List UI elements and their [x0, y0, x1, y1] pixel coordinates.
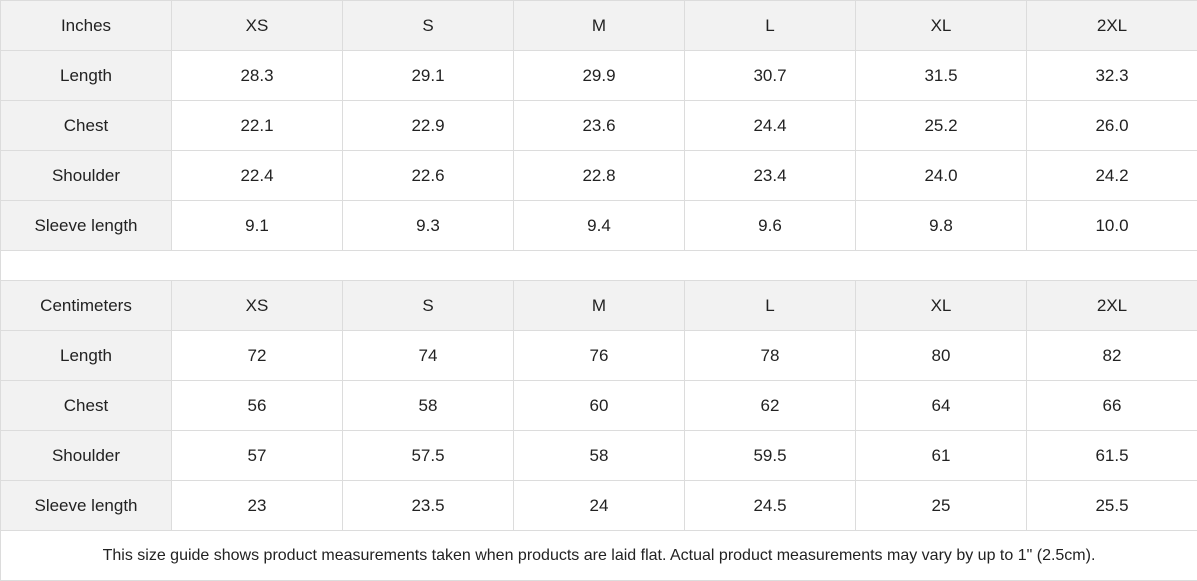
measurement-label: Length	[1, 51, 172, 101]
measurement-value: 23.4	[685, 151, 856, 201]
note-row: This size guide shows product measuremen…	[1, 531, 1197, 581]
measurement-label: Chest	[1, 101, 172, 151]
measurement-label: Sleeve length	[1, 481, 172, 531]
measurement-value: 29.1	[343, 51, 514, 101]
size-header: 2XL	[1027, 1, 1197, 51]
measurement-value: 80	[856, 331, 1027, 381]
measurement-value: 24.0	[856, 151, 1027, 201]
measurement-value: 22.9	[343, 101, 514, 151]
measurement-value: 25	[856, 481, 1027, 531]
measurement-value: 9.1	[172, 201, 343, 251]
size-header: XL	[856, 1, 1027, 51]
measurement-value: 9.8	[856, 201, 1027, 251]
measurement-value: 24.4	[685, 101, 856, 151]
measurement-value: 72	[172, 331, 343, 381]
measurement-value: 58	[514, 431, 685, 481]
unit-header: Centimeters	[1, 281, 172, 331]
measurement-value: 82	[1027, 331, 1197, 381]
measurement-value: 10.0	[1027, 201, 1197, 251]
measurement-value: 62	[685, 381, 856, 431]
size-header: L	[685, 281, 856, 331]
measurement-label: Length	[1, 331, 172, 381]
measurement-value: 61	[856, 431, 1027, 481]
measurement-value: 57	[172, 431, 343, 481]
measurement-value: 60	[514, 381, 685, 431]
measurement-value: 9.4	[514, 201, 685, 251]
measurement-value: 78	[685, 331, 856, 381]
size-header: L	[685, 1, 856, 51]
size-header: 2XL	[1027, 281, 1197, 331]
measurement-value: 9.3	[343, 201, 514, 251]
measurement-value: 22.8	[514, 151, 685, 201]
size-header: S	[343, 1, 514, 51]
measurement-value: 24	[514, 481, 685, 531]
measurement-value: 24.5	[685, 481, 856, 531]
measurement-value: 74	[343, 331, 514, 381]
unit-header: Inches	[1, 1, 172, 51]
size-header: XS	[172, 1, 343, 51]
measurement-value: 76	[514, 331, 685, 381]
measurement-value: 31.5	[856, 51, 1027, 101]
measurement-label: Sleeve length	[1, 201, 172, 251]
measurement-value: 24.2	[1027, 151, 1197, 201]
size-header: S	[343, 281, 514, 331]
measurement-value: 23.6	[514, 101, 685, 151]
measurement-value: 25.5	[1027, 481, 1197, 531]
measurement-value: 22.1	[172, 101, 343, 151]
measurement-value: 59.5	[685, 431, 856, 481]
measurement-value: 29.9	[514, 51, 685, 101]
measurement-value: 57.5	[343, 431, 514, 481]
size-guide-note: This size guide shows product measuremen…	[1, 531, 1197, 581]
spacer	[1, 251, 1197, 281]
measurement-label: Shoulder	[1, 151, 172, 201]
measurement-value: 26.0	[1027, 101, 1197, 151]
measurement-value: 23	[172, 481, 343, 531]
measurement-value: 61.5	[1027, 431, 1197, 481]
measurement-value: 23.5	[343, 481, 514, 531]
size-header: M	[514, 1, 685, 51]
measurement-value: 9.6	[685, 201, 856, 251]
measurement-value: 30.7	[685, 51, 856, 101]
size-header: XL	[856, 281, 1027, 331]
measurement-value: 25.2	[856, 101, 1027, 151]
size-header: XS	[172, 281, 343, 331]
measurement-value: 32.3	[1027, 51, 1197, 101]
measurement-value: 28.3	[172, 51, 343, 101]
measurement-label: Shoulder	[1, 431, 172, 481]
measurement-label: Chest	[1, 381, 172, 431]
spacer-row	[1, 251, 1197, 281]
measurement-value: 56	[172, 381, 343, 431]
measurement-value: 22.6	[343, 151, 514, 201]
size-header: M	[514, 281, 685, 331]
measurement-value: 64	[856, 381, 1027, 431]
measurement-value: 22.4	[172, 151, 343, 201]
measurement-value: 58	[343, 381, 514, 431]
measurement-value: 66	[1027, 381, 1197, 431]
